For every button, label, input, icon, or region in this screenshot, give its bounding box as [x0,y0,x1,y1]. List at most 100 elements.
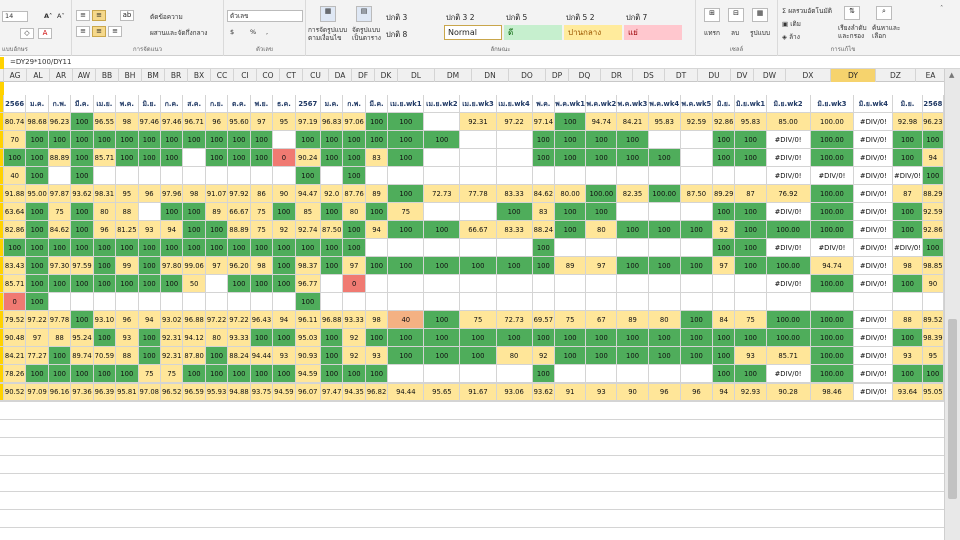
data-cell[interactable]: 83 [532,203,556,221]
format-button[interactable]: รูปแบบ [750,29,771,37]
data-cell[interactable]: 92.74 [295,221,321,239]
data-cell[interactable]: 90 [922,275,945,293]
data-cell[interactable]: 100 [138,275,161,293]
column-title-cell[interactable]: พ.ค. [116,95,139,113]
data-cell[interactable]: 100 [93,329,117,347]
data-cell[interactable]: 94.47 [295,185,321,203]
data-cell[interactable] [854,293,894,311]
column-header-dn[interactable]: DN [472,69,509,82]
data-cell[interactable]: 100 [735,329,767,347]
data-cell[interactable]: 100 [555,149,587,167]
data-cell[interactable]: 100 [250,131,274,149]
data-cell[interactable] [160,293,184,311]
data-cell[interactable]: 100 [160,203,184,221]
format-table-button[interactable]: จัดรูปแบบ เป็นตาราง [352,26,381,42]
column-title-cell[interactable]: ม.ค. [320,95,344,113]
data-cell[interactable]: 100 [586,131,618,149]
data-cell[interactable] [205,293,229,311]
data-cell[interactable] [712,167,736,185]
data-cell[interactable]: 100 [205,131,229,149]
data-cell[interactable]: 100 [205,365,229,383]
column-header-da[interactable]: DA [329,69,352,82]
data-cell[interactable]: 0 [343,275,366,293]
data-cell[interactable]: #DIV/0! [854,365,894,383]
data-cell[interactable]: 100 [617,221,649,239]
data-cell[interactable]: 100 [648,221,681,239]
data-cell[interactable]: 100 [922,131,945,149]
data-cell[interactable] [273,167,296,185]
align-middle-icon[interactable]: ≡ [92,10,106,21]
data-cell[interactable]: 95.03 [295,329,321,347]
column-title-cell[interactable]: มิ.ย.wk4 [854,95,894,113]
data-cell[interactable]: 96.83 [320,113,344,131]
data-cell[interactable]: 79.52 [3,311,27,329]
column-header-co[interactable]: CO [257,69,280,82]
data-cell[interactable]: 94 [273,311,296,329]
data-cell[interactable]: 100 [922,365,945,383]
data-cell[interactable] [532,293,556,311]
data-cell[interactable] [460,239,497,257]
column-header-bh[interactable]: BH [119,69,142,82]
data-cell[interactable] [648,365,681,383]
data-cell[interactable] [343,293,366,311]
data-cell[interactable]: 85.71 [93,149,117,167]
data-cell[interactable]: 87 [735,185,767,203]
align-right-icon[interactable]: ≡ [108,26,122,37]
clear-button[interactable]: ◈ ล้าง [782,33,800,41]
data-cell[interactable]: 100.00 [766,329,811,347]
data-cell[interactable]: 100 [26,167,49,185]
data-cell[interactable]: 100 [460,347,497,365]
data-cell[interactable]: 93.33 [228,329,251,347]
data-cell[interactable]: 93.02 [160,311,184,329]
data-cell[interactable]: 94.12 [183,329,206,347]
data-cell[interactable]: 100 [388,329,425,347]
data-cell[interactable] [648,203,681,221]
data-cell[interactable]: #DIV/0! [854,149,894,167]
data-cell[interactable]: 100.00 [810,365,855,383]
data-cell[interactable] [586,275,618,293]
data-cell[interactable]: 80.74 [3,113,27,131]
data-cell[interactable]: #DIV/0! [893,239,923,257]
data-cell[interactable]: 75 [735,311,767,329]
data-cell[interactable]: 80 [586,221,618,239]
data-cell[interactable]: 100 [735,131,767,149]
data-cell[interactable] [320,275,344,293]
data-cell[interactable]: 40 [3,167,27,185]
data-cell[interactable]: 100 [273,365,296,383]
data-cell[interactable]: 100.00 [810,203,855,221]
column-title-cell[interactable]: มิ.ย.wk1 [735,95,767,113]
data-cell[interactable]: 80.00 [555,185,587,203]
column-header-do[interactable]: DO [509,69,546,82]
column-header-dl[interactable]: DL [398,69,435,82]
data-cell[interactable] [617,239,649,257]
data-cell[interactable]: 97.46 [138,113,161,131]
data-cell[interactable] [138,167,161,185]
column-title-cell[interactable]: 2568 [922,95,945,113]
column-header-ci[interactable]: CI [234,69,257,82]
data-cell[interactable]: 100 [365,365,389,383]
data-cell[interactable]: 69.57 [532,311,556,329]
column-header-br[interactable]: BR [165,69,188,82]
column-header-cu[interactable]: CU [303,69,329,82]
column-title-cell[interactable]: 2567 [295,95,321,113]
column-header-dz[interactable]: DZ [876,69,916,82]
data-cell[interactable]: 95 [273,113,296,131]
data-cell[interactable]: 100 [365,203,389,221]
data-cell[interactable] [460,167,497,185]
data-cell[interactable]: 100 [160,131,184,149]
data-cell[interactable]: 100 [320,365,344,383]
column-header-dy[interactable]: DY [831,69,876,82]
data-cell[interactable]: 97 [26,329,49,347]
data-cell[interactable] [388,293,425,311]
data-cell[interactable]: 100 [922,167,945,185]
data-cell[interactable] [388,275,425,293]
data-cell[interactable]: 66.67 [460,221,497,239]
data-cell[interactable]: #DIV/0! [766,167,811,185]
data-cell[interactable]: 97.06 [343,113,366,131]
data-cell[interactable]: 100 [365,329,389,347]
data-cell[interactable]: 100 [93,275,117,293]
data-cell[interactable]: 100 [586,347,618,365]
data-cell[interactable] [680,131,713,149]
data-cell[interactable]: 100 [205,149,229,167]
delete-icon[interactable]: ⊟ [728,8,744,22]
